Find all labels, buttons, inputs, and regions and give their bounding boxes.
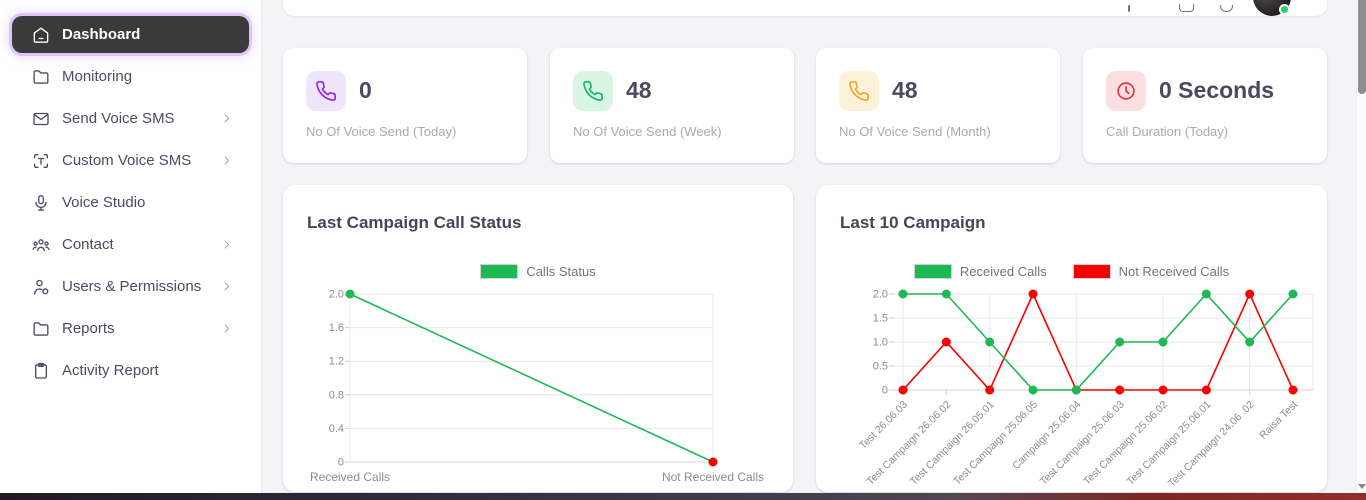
header-partial-icon-2[interactable] bbox=[1179, 4, 1194, 12]
svg-text:0.4: 0.4 bbox=[329, 423, 344, 435]
sidebar-item-contact[interactable]: Contact bbox=[12, 226, 249, 263]
sidebar-item-users-permissions[interactable]: Users & Permissions bbox=[12, 268, 249, 305]
header-partial-icon-1[interactable] bbox=[1128, 5, 1130, 12]
sidebar-item-custom-voice-sms[interactable]: Custom Voice SMS bbox=[12, 142, 249, 179]
legend-swatch bbox=[480, 264, 519, 279]
stat-value: 0 bbox=[359, 77, 372, 103]
sidebar-item-dashboard[interactable]: Dashboard bbox=[12, 16, 249, 53]
svg-text:Raisa Test: Raisa Test bbox=[1257, 399, 1300, 442]
chevron-right-icon bbox=[220, 238, 233, 251]
legend-item-not-received-calls[interactable]: Not Received Calls bbox=[1072, 264, 1230, 279]
sidebar-item-label: Reports bbox=[62, 320, 115, 337]
chart-card-call-status: Last Campaign Call Status Calls Status 0… bbox=[283, 185, 793, 492]
legend-label: Calls Status bbox=[526, 264, 596, 279]
mail-icon bbox=[31, 109, 51, 129]
svg-text:Test Campaign 25.06.05: Test Campaign 25.06.05 bbox=[951, 399, 1040, 488]
chevron-right-icon bbox=[220, 280, 233, 293]
phone-icon bbox=[573, 71, 613, 111]
header-partial-icon-3[interactable] bbox=[1220, 5, 1233, 12]
chevron-right-icon bbox=[220, 154, 233, 167]
sidebar-item-label: Contact bbox=[62, 236, 114, 253]
svg-text:1.2: 1.2 bbox=[329, 356, 344, 368]
sidebar-item-label: Users & Permissions bbox=[62, 278, 202, 295]
chart-legend: Calls Status bbox=[283, 264, 793, 279]
stat-label: No Of Voice Send (Week) bbox=[573, 124, 722, 139]
window-bottom-edge bbox=[0, 493, 1366, 500]
scrollbar-down-arrow-icon[interactable] bbox=[1358, 484, 1366, 489]
home-icon bbox=[31, 25, 51, 45]
microphone-icon bbox=[31, 193, 51, 213]
svg-text:Test Campaign 26.05.01: Test Campaign 26.05.01 bbox=[908, 399, 997, 488]
header-bar bbox=[283, 0, 1327, 16]
svg-text:Test Campaign 26.06.02: Test Campaign 26.06.02 bbox=[864, 399, 953, 488]
svg-text:Not Received Calls: Not Received Calls bbox=[662, 470, 764, 484]
chevron-right-icon bbox=[220, 322, 233, 335]
sidebar-item-send-voice-sms[interactable]: Send Voice SMS bbox=[12, 100, 249, 137]
chart-title-last-10-campaign: Last 10 Campaign bbox=[840, 213, 986, 232]
svg-text:0: 0 bbox=[338, 457, 344, 469]
phone-icon bbox=[306, 71, 346, 111]
stat-card-no-of-voice-send-week: 48 No Of Voice Send (Week) bbox=[550, 48, 794, 163]
chart-legend: Received Calls Not Received Calls bbox=[816, 264, 1327, 279]
svg-text:2.0: 2.0 bbox=[873, 289, 888, 301]
stat-card-call-duration-today: 0 Seconds Call Duration (Today) bbox=[1083, 48, 1327, 163]
svg-text:Test Campaign 25.06.03: Test Campaign 25.06.03 bbox=[1038, 399, 1127, 488]
svg-text:0: 0 bbox=[882, 385, 888, 397]
svg-text:1.6: 1.6 bbox=[329, 322, 344, 334]
stat-label: Call Duration (Today) bbox=[1106, 124, 1229, 139]
svg-text:0.5: 0.5 bbox=[873, 361, 888, 373]
sidebar-item-label: Dashboard bbox=[62, 26, 141, 43]
sidebar-item-voice-studio[interactable]: Voice Studio bbox=[12, 184, 249, 221]
stat-value: 48 bbox=[892, 77, 918, 103]
stat-label: No Of Voice Send (Month) bbox=[839, 124, 991, 139]
sidebar-nav: Dashboard Monitoring Send Voice SMS Custom … bbox=[0, 0, 261, 389]
chart-title-call-status: Last Campaign Call Status bbox=[307, 213, 522, 232]
stat-label: No Of Voice Send (Today) bbox=[306, 124, 457, 139]
avatar[interactable] bbox=[1253, 0, 1291, 16]
online-status-dot bbox=[1279, 4, 1290, 15]
svg-text:Test Campaign 25.06.01: Test Campaign 25.06.01 bbox=[1124, 399, 1213, 488]
folder-icon bbox=[31, 319, 51, 339]
legend-item-received-calls[interactable]: Received Calls bbox=[913, 264, 1047, 279]
people-icon bbox=[31, 235, 51, 255]
legend-swatch bbox=[913, 264, 952, 279]
stat-card-no-of-voice-send-month: 48 No Of Voice Send (Month) bbox=[816, 48, 1060, 163]
sidebar-item-label: Custom Voice SMS bbox=[62, 152, 192, 169]
legend-item-calls-status[interactable]: Calls Status bbox=[480, 264, 596, 279]
text-brackets-icon bbox=[31, 151, 51, 171]
vertical-scrollbar[interactable] bbox=[1356, 0, 1366, 493]
sidebar-item-monitoring[interactable]: Monitoring bbox=[12, 58, 249, 95]
svg-text:1.5: 1.5 bbox=[873, 313, 888, 325]
sidebar-item-activity-report[interactable]: Activity Report bbox=[12, 352, 249, 389]
svg-text:1.0: 1.0 bbox=[873, 337, 888, 349]
phone-icon bbox=[839, 71, 879, 111]
sidebar-item-reports[interactable]: Reports bbox=[12, 310, 249, 347]
stat-value: 0 Seconds bbox=[1159, 77, 1275, 103]
clipboard-icon bbox=[31, 361, 51, 381]
svg-text:0.8: 0.8 bbox=[329, 389, 344, 401]
sidebar-item-label: Send Voice SMS bbox=[62, 110, 175, 127]
sidebar-item-label: Monitoring bbox=[62, 68, 133, 85]
clock-icon bbox=[1106, 71, 1146, 111]
svg-text:2.0: 2.0 bbox=[329, 289, 344, 301]
svg-text:Test Campaign 25.06.02: Test Campaign 25.06.02 bbox=[1081, 399, 1170, 488]
legend-label: Not Received Calls bbox=[1118, 264, 1230, 279]
chart-card-last-10-campaign: Last 10 Campaign Received Calls Not Recei… bbox=[816, 185, 1327, 492]
svg-text:Test Campaign 24.06 .02: Test Campaign 24.06 .02 bbox=[1166, 399, 1257, 490]
stat-card-no-of-voice-send-today: 0 No Of Voice Send (Today) bbox=[283, 48, 527, 163]
scrollbar-thumb[interactable] bbox=[1358, 0, 1366, 94]
folder-icon bbox=[31, 67, 51, 87]
stat-value: 48 bbox=[626, 77, 652, 103]
chevron-right-icon bbox=[220, 112, 233, 125]
svg-text:Received Calls: Received Calls bbox=[310, 470, 390, 484]
legend-label: Received Calls bbox=[959, 264, 1047, 279]
sidebar-item-label: Activity Report bbox=[62, 362, 159, 379]
call-status-line-chart: 0 0.4 0.8 1.2 1.6 2.0 Received Calls Not Receiv… bbox=[310, 289, 764, 485]
sidebar-item-label: Voice Studio bbox=[62, 194, 146, 211]
sidebar: Dashboard Monitoring Send Voice SMS Custom … bbox=[0, 0, 262, 493]
user-gear-icon bbox=[31, 277, 51, 297]
legend-swatch bbox=[1072, 264, 1111, 279]
